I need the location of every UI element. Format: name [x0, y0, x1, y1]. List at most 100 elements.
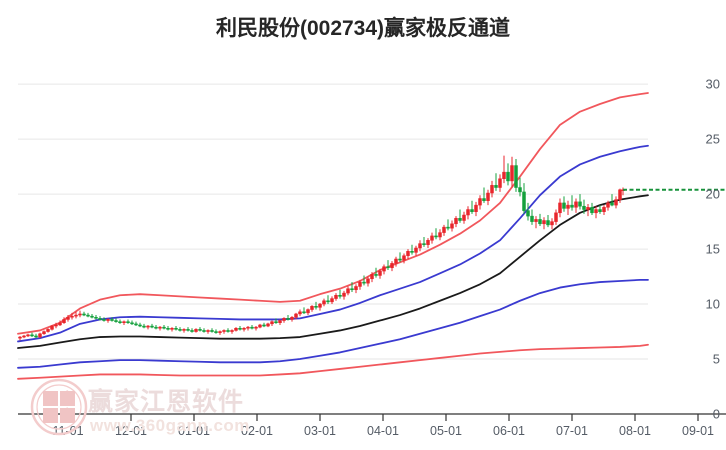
series-mid_black_line [17, 194, 649, 349]
candle-body [346, 288, 350, 294]
candle-body [450, 223, 454, 229]
candle-body [70, 315, 74, 318]
candle-body [466, 209, 470, 216]
candle-body [406, 251, 410, 256]
candle-body [282, 318, 286, 321]
x-tick-label-03-01: 03-01 [304, 424, 336, 438]
y-tick-label-20: 20 [705, 186, 720, 202]
candle-body [38, 333, 42, 338]
candle-body [386, 266, 390, 269]
candle-body [518, 187, 522, 193]
candle-body [82, 313, 86, 316]
x-tick-label-08-01: 08-01 [619, 424, 651, 438]
candle-body [266, 323, 270, 327]
candle-body [286, 318, 290, 320]
candle-body [598, 209, 602, 212]
candle-body [258, 324, 262, 328]
candle-body [54, 324, 58, 327]
y-tick-label-15: 15 [705, 241, 720, 257]
candle-body [470, 209, 474, 212]
candle-body [230, 330, 234, 332]
candle-body [414, 247, 418, 253]
candle-body [554, 212, 558, 222]
candle-body [330, 298, 334, 303]
candle-body [58, 322, 62, 326]
candle-body [558, 202, 562, 214]
candle-body [514, 165, 518, 188]
candle-body [486, 192, 490, 201]
candle-body [246, 326, 250, 329]
candle-body [66, 317, 70, 320]
candle-body [570, 204, 574, 208]
candle-body [606, 202, 610, 208]
candle-body [522, 191, 526, 211]
candle-body [418, 243, 422, 249]
candle-body [50, 325, 54, 330]
candle-body [490, 185, 494, 194]
y-tick-label-5: 5 [712, 351, 720, 367]
candle-body [62, 319, 66, 324]
candle-body [566, 204, 570, 209]
candle-body [382, 266, 386, 272]
candle-body [322, 300, 326, 305]
candle-body [410, 251, 414, 253]
candle-body [302, 311, 306, 314]
x-axis-group [18, 413, 726, 421]
candle-body [362, 281, 366, 284]
candle-body [138, 324, 142, 327]
candle-body [206, 330, 210, 332]
candle-body [506, 171, 510, 182]
candle-body [434, 235, 438, 238]
candle-body [298, 311, 302, 315]
candle-body [426, 240, 430, 245]
candle-body [446, 226, 450, 229]
candle-body [46, 329, 50, 332]
chart-title: 利民股份(002734)赢家极反通道 [215, 17, 511, 40]
candle-body [166, 328, 170, 330]
candle-body [590, 207, 594, 214]
candle-body [478, 198, 482, 206]
candle-body [402, 255, 406, 261]
candle-body [578, 201, 582, 207]
candle-body [618, 189, 622, 200]
candle-body [130, 322, 134, 325]
candle-body [334, 295, 338, 299]
candle-body [198, 329, 202, 331]
candle-body [306, 309, 310, 314]
candle-body [22, 335, 26, 338]
candle-body [106, 319, 110, 321]
candle-body [290, 317, 294, 320]
channel-bands-group [17, 92, 649, 380]
candle-body [602, 207, 606, 212]
candle-body [550, 221, 554, 226]
candle-body [458, 218, 462, 221]
candle-body [438, 232, 442, 238]
series-lower_blue_band [17, 278, 649, 369]
candle-body [126, 321, 130, 323]
candle-body [510, 165, 514, 182]
series-lower_red_band [17, 343, 649, 380]
candle-body [18, 336, 22, 339]
candle-body [214, 331, 218, 333]
candle-body [350, 288, 354, 291]
candle-body [178, 329, 182, 331]
candle-body [482, 198, 486, 201]
series-upper_red_band [17, 92, 649, 335]
candle-body [338, 295, 342, 297]
candle-body [542, 220, 546, 225]
y-tick-label-25: 25 [705, 131, 720, 147]
candle-body [274, 321, 278, 323]
candle-body [422, 243, 426, 245]
candle-body [614, 199, 618, 206]
candle-body [610, 202, 614, 206]
candle-body [190, 330, 194, 332]
candle-body [502, 171, 506, 179]
candle-body [170, 328, 174, 330]
candle-body [218, 331, 222, 333]
candle-body [102, 319, 106, 321]
x-tick-label-02-01: 02-01 [241, 424, 273, 438]
y-tick-label-30: 30 [705, 76, 720, 92]
candle-body [26, 334, 30, 337]
